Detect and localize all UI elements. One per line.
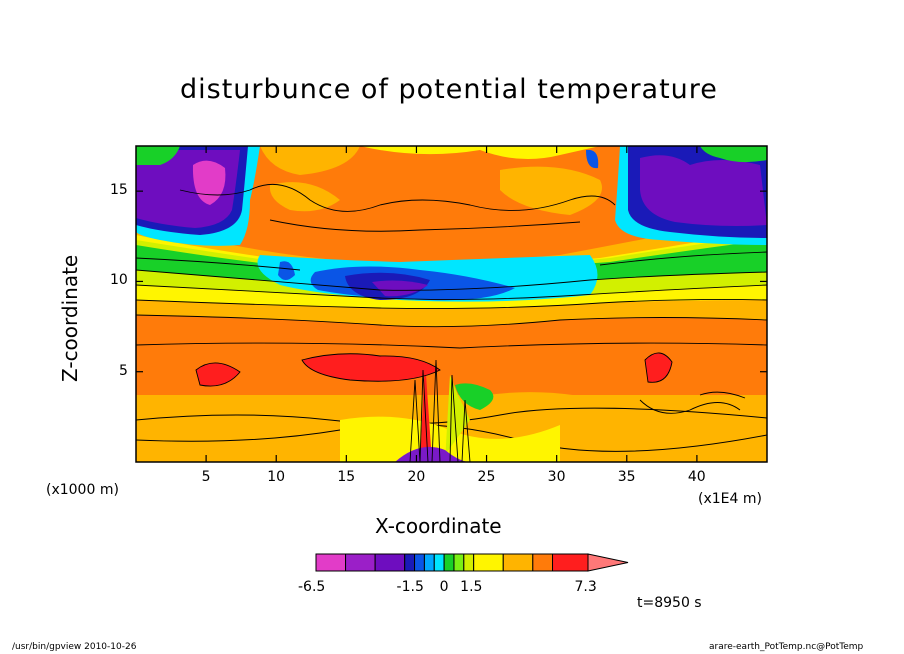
colorbar-swatch	[443, 553, 455, 572]
x-tick-label: 5	[201, 469, 211, 485]
colorbar-label: 1.5	[460, 579, 483, 595]
colorbar-swatch	[414, 553, 425, 572]
colorbar-swatch	[473, 553, 504, 572]
axis-ticks	[136, 146, 767, 462]
footer-left: /usr/bin/gpview 2010-10-26	[12, 642, 137, 652]
x-axis-multiplier: (x1E4 m)	[698, 491, 762, 507]
y-axis-multiplier: (x1000 m)	[46, 482, 119, 498]
colorbar	[315, 553, 629, 572]
x-tick-label: 10	[267, 469, 286, 485]
footer-right: arare-earth_PotTemp.nc@PotTemp	[709, 642, 864, 652]
chart-title: disturbunce of potential temperature	[180, 74, 718, 105]
colorbar-swatch	[315, 553, 347, 572]
colorbar-swatch	[463, 553, 475, 572]
colorbar-label: -1.5	[396, 579, 424, 595]
x-tick-label: 35	[617, 469, 636, 485]
x-tick-label: 20	[407, 469, 426, 485]
colorbar-label: 7.3	[574, 579, 597, 595]
y-tick-label: 10	[110, 272, 128, 289]
contour-plot-area	[136, 146, 767, 462]
plot-frame	[135, 145, 768, 463]
x-tick-label: 30	[547, 469, 566, 485]
x-tick-label: 40	[687, 469, 706, 485]
colorbar-swatch	[502, 553, 534, 572]
y-tick-label: 5	[119, 362, 128, 379]
colorbar-extend-arrow	[587, 553, 629, 572]
y-axis-label: Z-coordinate	[58, 254, 82, 382]
colorbar-swatch	[345, 553, 376, 572]
colorbar-swatch	[423, 553, 435, 572]
y-tick-label: 15	[110, 182, 128, 199]
x-axis-label: X-coordinate	[375, 514, 502, 538]
colorbar-swatch	[374, 553, 406, 572]
time-label: t=8950 s	[637, 595, 702, 611]
colorbar-swatch	[532, 553, 554, 572]
colorbar-label: 0	[439, 579, 449, 595]
colorbar-swatch	[552, 553, 589, 572]
colorbar-swatch	[404, 553, 416, 572]
colorbar-swatch	[433, 553, 445, 572]
colorbar-label: -6.5	[298, 579, 326, 595]
x-tick-label: 15	[337, 469, 356, 485]
x-tick-label: 25	[477, 469, 496, 485]
colorbar-swatch	[453, 553, 465, 572]
